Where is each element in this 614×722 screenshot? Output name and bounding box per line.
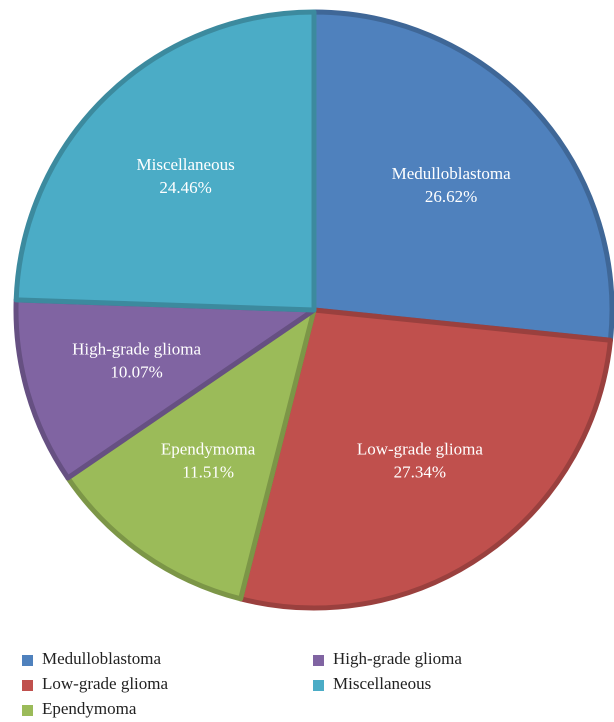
pie-slice xyxy=(311,9,614,343)
legend-swatch xyxy=(313,655,324,666)
slice-label: Miscellaneous xyxy=(136,155,234,174)
pie-slice xyxy=(13,297,317,481)
legend-label: High-grade glioma xyxy=(333,649,462,668)
slice-label: High-grade glioma xyxy=(72,339,201,358)
pie-slice xyxy=(238,307,613,611)
legend-swatch xyxy=(22,705,33,716)
pie-slice xyxy=(13,9,317,313)
slice-value-label: 11.51% xyxy=(182,462,234,481)
slice-label: Ependymoma xyxy=(161,439,256,458)
legend-item: Low-grade glioma xyxy=(22,674,168,693)
slice-value-label: 10.07% xyxy=(110,362,162,381)
slice-label: Low-grade glioma xyxy=(357,439,483,458)
legend-label: Low-grade glioma xyxy=(42,674,168,693)
legend-item: Miscellaneous xyxy=(313,674,431,693)
slice-label: Medulloblastoma xyxy=(392,164,511,183)
legend-item: High-grade glioma xyxy=(313,649,462,668)
legend-item: Medulloblastoma xyxy=(22,649,161,668)
legend-item: Ependymoma xyxy=(22,699,137,718)
slice-value-label: 26.62% xyxy=(425,187,477,206)
legend-label: Medulloblastoma xyxy=(42,649,161,668)
pie-slice xyxy=(65,307,317,602)
legend-swatch xyxy=(22,655,33,666)
slice-value-label: 24.46% xyxy=(159,178,211,197)
slice-value-label: 27.34% xyxy=(394,462,446,481)
legend-label: Miscellaneous xyxy=(333,674,431,693)
legend-swatch xyxy=(313,680,324,691)
legend-swatch xyxy=(22,680,33,691)
legend-label: Ependymoma xyxy=(42,699,137,718)
